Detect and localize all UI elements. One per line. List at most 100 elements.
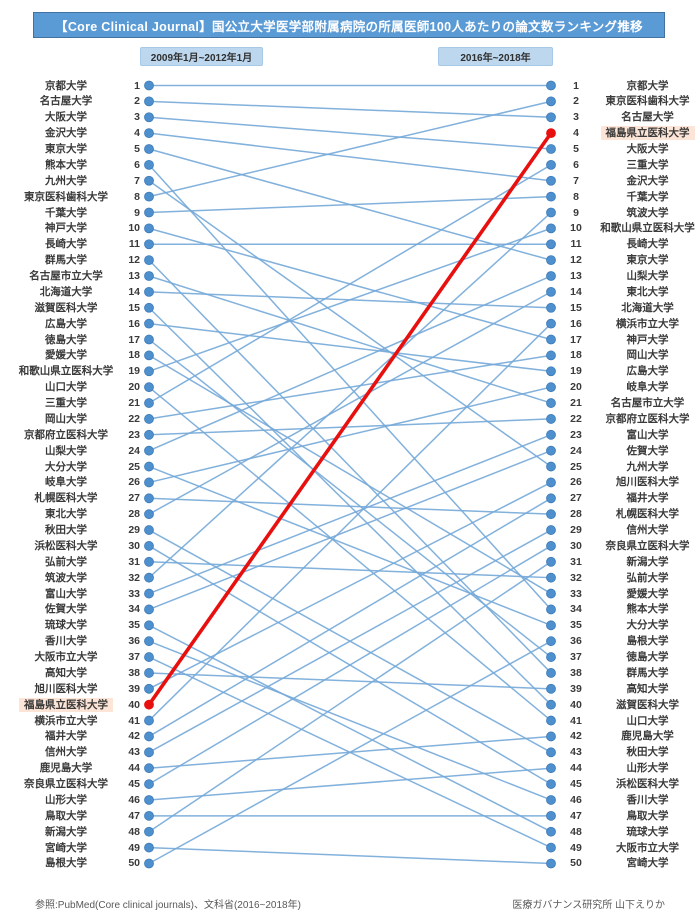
rank-dot [546,191,556,202]
left-university-name-text: 島根大学 [45,857,87,870]
rank-dot [546,779,556,789]
slope-line [148,338,552,658]
rank-dot [144,271,154,281]
right-university-name: 名古屋市立大学 [595,395,700,411]
left-university-name: 神戸大学 [4,220,128,236]
right-university-name: 名古屋大学 [595,109,700,125]
rank-dot [144,128,154,139]
left-university-name-text: 福井大学 [45,730,87,743]
left-university-name-text: 和歌山県立医科大学 [18,365,114,378]
right-rank-number-text: 11 [570,238,582,251]
right-rank-number: 24 [562,443,590,459]
left-university-name-text: 福島県立医科大学 [19,697,113,712]
rank-dot [144,668,154,678]
left-rank-number: 13 [110,268,140,284]
left-university-name: 浜松医科大学 [4,538,128,554]
rank-dot [144,144,154,154]
left-university-name: 千葉大学 [4,205,128,221]
right-rank-number-text: 3 [573,111,579,124]
slope-line [148,132,552,182]
left-university-name: 横浜市立大学 [4,713,128,729]
left-rank-number-text: 21 [128,397,140,410]
left-rank-number: 43 [110,744,140,760]
rank-dot [144,556,154,567]
right-rank-number-text: 43 [570,746,582,759]
right-university-name-text: 大阪大学 [626,143,669,155]
left-university-name-text: 名古屋市立大学 [29,270,103,283]
right-rank-number: 28 [562,506,590,522]
left-university-name-text: 佐賀大学 [45,603,87,616]
right-university-name: 旭川医科大学 [595,474,700,490]
left-rank-number-text: 47 [128,809,140,822]
right-rank-number-text: 24 [570,444,582,457]
rank-dot [144,477,154,488]
slope-line [148,227,552,372]
right-university-name: 札幌医科大学 [595,506,700,522]
rank-dot [144,207,154,218]
right-university-name-text: 京都大学 [626,79,669,92]
left-rank-number-text: 20 [128,381,140,394]
slope-line [148,195,552,214]
rank-dot [546,429,556,440]
right-university-name: 愛媛大学 [595,586,700,602]
slope-line [148,291,552,515]
rank-dot [144,366,154,377]
slope-line [148,100,552,198]
right-rank-number-text: 34 [570,603,582,616]
rank-dot [144,541,154,551]
right-rank-number: 37 [562,649,590,665]
right-rank-number: 21 [562,395,590,411]
left-university-name-text: 名古屋大学 [39,95,93,108]
right-rank-number-text: 28 [570,508,582,521]
right-university-name-text: 琉球大学 [626,825,669,838]
right-university-name: 山口大学 [595,713,700,729]
rank-dot [144,604,154,615]
slope-line [148,275,552,452]
left-rank-number: 37 [110,649,140,665]
left-university-name: 三重大学 [4,395,128,411]
right-rank-number-text: 39 [570,682,582,695]
right-rank-number: 29 [562,522,590,538]
rank-dot [546,461,556,472]
left-rank-number-text: 25 [128,460,140,473]
rank-dot [546,810,556,821]
right-university-name: 奈良県立医科大学 [595,538,700,554]
left-university-name: 九州大学 [4,173,128,189]
left-university-name-text: 九州大学 [45,174,87,187]
footer: 参照:PubMed(Core clinical journals)、文科省(20… [35,896,665,911]
left-rank-number-text: 22 [128,412,140,425]
left-rank-number: 3 [110,109,140,125]
right-rank-number-text: 33 [570,587,582,600]
rank-dot [546,604,556,615]
right-university-name: 千葉大学 [595,189,700,205]
rank-dot [144,810,154,821]
left-rank-number: 33 [110,586,140,602]
left-university-name: 滋賀医科大学 [4,300,128,316]
right-university-name: 金沢大学 [595,173,700,189]
right-rank-number: 5 [562,141,590,157]
left-university-name-text: 浜松医科大学 [34,539,98,552]
rank-dot [546,652,556,662]
rank-dot [546,334,556,345]
left-university-name-text: 京都府立医科大学 [24,428,108,441]
right-rank-number-text: 31 [570,555,582,568]
left-university-name: 東京医科歯科大学 [4,189,128,205]
left-rank-number: 10 [110,220,140,236]
left-rank-number: 40 [110,697,140,713]
slope-line [148,624,552,833]
left-rank-number: 4 [110,125,140,141]
right-rank-number: 47 [562,808,590,824]
right-university-name-text: 信州大学 [626,524,669,537]
left-rank-number-text: 33 [128,587,140,600]
rank-dot [546,287,556,297]
left-university-name: 島根大学 [4,855,128,871]
right-rank-number: 25 [562,459,590,475]
rank-dot [546,445,556,456]
right-university-name-text: 神戸大学 [626,333,669,346]
left-university-name-text: 山形大学 [45,793,87,806]
right-university-name: 東京医科歯科大学 [595,93,700,109]
rank-dot [546,668,556,678]
left-university-name: 福島県立医科大学 [4,697,128,713]
left-university-name: 弘前大学 [4,554,128,570]
left-rank-number: 12 [110,252,140,268]
